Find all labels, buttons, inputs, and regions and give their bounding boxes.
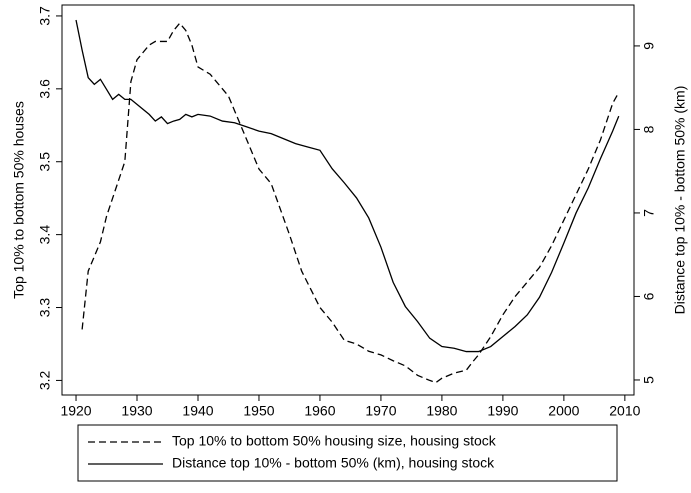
y-tick-label: 3.7 [37,6,53,26]
x-tick-label: 1920 [60,403,91,419]
plot-frame [61,4,635,396]
y2-tick-label: 6 [641,292,657,300]
x-tick-label: 2000 [548,403,579,419]
x-tick-label: 2010 [609,403,640,419]
y-tick-label: 3.4 [37,225,53,245]
y-tick-label: 3.5 [37,152,53,172]
x-tick-label: 1960 [304,403,335,419]
y2-tick-label: 5 [641,376,657,384]
legend-box [77,424,618,482]
y-axis-title: Top 10% to bottom 50% houses [11,101,27,299]
legend-label: Distance top 10% - bottom 50% (km), hous… [172,455,495,471]
x-tick-label: 1940 [182,403,213,419]
x-tick-label: 1980 [426,403,457,419]
y-tick-label: 3.2 [37,370,53,390]
x-tick-label: 1930 [121,403,152,419]
y2-axis-title: Distance top 10% - bottom 50% (km) [672,86,688,315]
y2-tick-label: 9 [641,42,657,50]
y-tick-label: 3.3 [37,298,53,318]
line-series [81,22,620,384]
x-tick-label: 1970 [365,403,396,419]
legend-label: Top 10% to bottom 50% housing size, hous… [172,433,497,449]
x-tick-label: 1990 [487,403,518,419]
line-series [75,19,620,353]
y-tick-label: 3.6 [37,79,53,99]
x-tick-label: 1950 [243,403,274,419]
y2-tick-label: 8 [641,125,657,133]
y2-tick-label: 7 [641,209,657,217]
